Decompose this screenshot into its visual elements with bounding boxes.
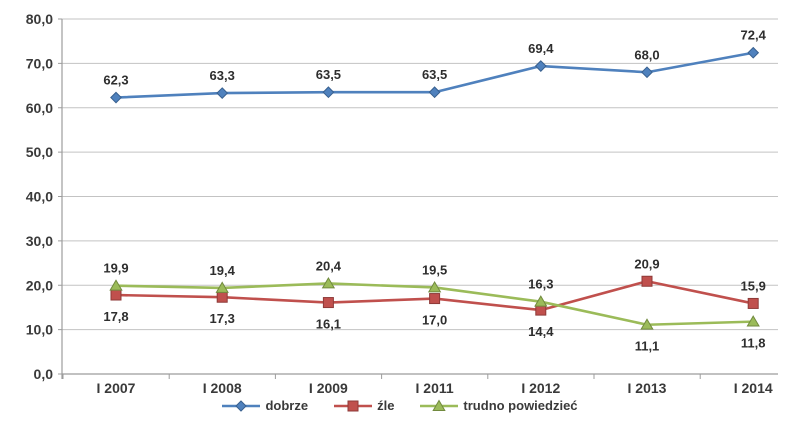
data-label: 14,4 — [528, 324, 554, 339]
data-label: 11,8 — [741, 336, 766, 351]
data-label: 19,9 — [103, 261, 128, 276]
legend-swatch-svg — [420, 399, 459, 411]
legend: dobrze źle trudno powiedzieć — [0, 398, 800, 413]
y-axis-label: 80,0 — [26, 11, 53, 27]
data-point-marker — [216, 291, 228, 303]
data-point-marker — [322, 86, 335, 99]
x-axis-label: I 2008 — [203, 380, 242, 396]
data-label: 11,1 — [635, 339, 660, 354]
y-axis-label: 50,0 — [26, 144, 53, 160]
data-point-marker — [535, 304, 547, 316]
y-axis-label: 40,0 — [26, 189, 53, 205]
legend-marker-dobrze-icon — [222, 399, 261, 413]
data-point-marker — [747, 46, 760, 59]
data-label: 62,3 — [103, 73, 128, 88]
legend-marker-shape — [432, 399, 447, 411]
data-label: 16,1 — [316, 317, 341, 332]
data-label: 20,9 — [634, 256, 659, 271]
data-label: 72,4 — [741, 28, 767, 43]
data-point-marker — [322, 297, 334, 309]
legend-marker-shape — [235, 399, 248, 412]
data-point-marker — [427, 280, 442, 293]
y-axis-label: 70,0 — [26, 55, 53, 71]
legend-swatch-svg — [334, 400, 373, 411]
legend-marker-shape — [347, 400, 359, 411]
data-point-marker — [428, 86, 441, 99]
data-label: 68,0 — [634, 47, 659, 62]
data-point-marker — [534, 295, 548, 307]
data-point-marker — [641, 275, 653, 287]
data-label: 15,9 — [741, 278, 766, 293]
data-label: 17,8 — [103, 309, 128, 324]
data-point-marker — [321, 276, 336, 289]
y-axis-label: 20,0 — [26, 277, 53, 293]
legend-marker-zle-icon — [334, 399, 373, 413]
legend-item-zle: źle — [334, 398, 394, 413]
data-label: 69,4 — [528, 41, 554, 56]
data-point-marker — [429, 293, 441, 305]
x-axis-label: I 2013 — [628, 380, 667, 396]
legend-item-trudno-powiedziec: trudno powiedzieć — [420, 398, 578, 413]
data-point-marker — [109, 279, 123, 291]
legend-label-dobrze: dobrze — [265, 398, 309, 413]
x-axis-label: I 2009 — [309, 380, 348, 396]
legend-marker-trudno-powiedziec-icon — [420, 399, 459, 413]
data-label: 63,5 — [422, 67, 447, 82]
x-axis-label: I 2007 — [97, 380, 136, 396]
legend-item-dobrze: dobrze — [222, 398, 308, 413]
data-label: 63,3 — [210, 68, 235, 83]
x-axis-label: I 2014 — [734, 380, 773, 396]
legend-label-trudno-powiedziec: trudno powiedzieć — [463, 398, 578, 413]
data-label: 20,4 — [316, 258, 342, 273]
data-point-marker — [216, 87, 229, 100]
x-axis-label: I 2012 — [521, 380, 560, 396]
data-point-marker — [640, 318, 654, 330]
y-axis-label: 60,0 — [26, 100, 53, 116]
data-point-marker — [110, 289, 122, 301]
legend-label-zle: źle — [377, 398, 395, 413]
legend-swatch-svg — [222, 399, 261, 412]
y-axis-label: 30,0 — [26, 233, 53, 249]
data-label: 19,4 — [210, 263, 236, 278]
data-point-marker — [534, 60, 547, 72]
data-label: 17,0 — [422, 313, 447, 328]
data-point-marker — [747, 297, 759, 309]
y-axis-label: 10,0 — [26, 322, 53, 338]
data-label: 17,3 — [210, 311, 235, 326]
x-axis-label: I 2011 — [416, 380, 454, 396]
y-axis-label: 0,0 — [34, 366, 54, 382]
data-point-marker — [110, 91, 122, 104]
data-label: 63,5 — [316, 67, 341, 82]
data-point-marker — [641, 66, 653, 79]
data-point-marker — [746, 315, 760, 327]
data-label: 16,3 — [528, 277, 553, 292]
data-point-marker — [215, 281, 229, 293]
data-label: 19,5 — [422, 262, 447, 277]
